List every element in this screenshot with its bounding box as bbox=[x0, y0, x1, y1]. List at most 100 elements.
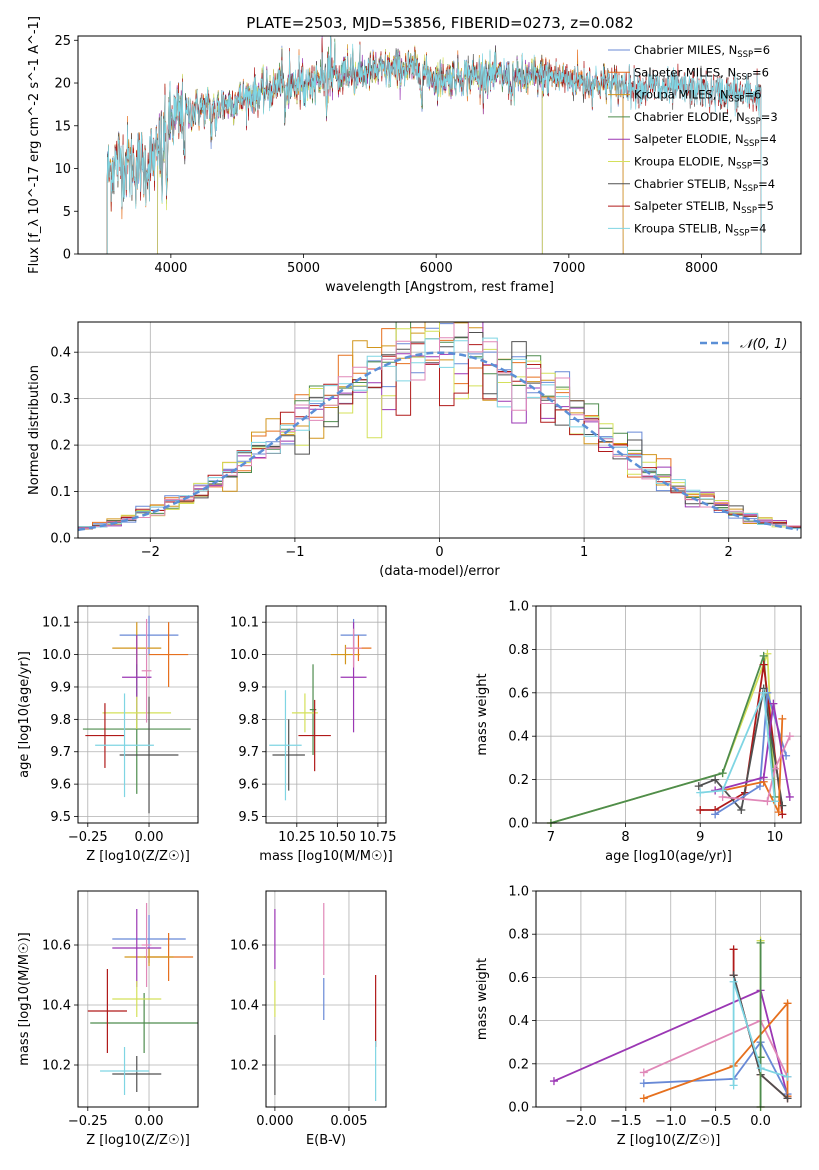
axes-frame bbox=[535, 605, 802, 824]
weight-point bbox=[783, 1072, 792, 1081]
weight-point bbox=[694, 782, 703, 791]
weight-point bbox=[769, 699, 778, 708]
y-tick-label: 5 bbox=[63, 205, 71, 220]
weight-point bbox=[729, 945, 738, 954]
weight-point bbox=[729, 1081, 738, 1090]
y-tick-label: 0.8 bbox=[508, 643, 529, 658]
y-tick-label: 9.7 bbox=[238, 745, 259, 760]
spectrum-panel: 4000 5000 6000 7000 8000 0 5 10 15 20 25 wavelength… bbox=[27, 16, 802, 295]
legend-entry: Kroupa MILES, NSSP=6 bbox=[634, 88, 761, 105]
y-tick-label: 10.1 bbox=[230, 616, 259, 631]
weight-point bbox=[759, 660, 768, 669]
y-tick-label: 0.4 bbox=[508, 730, 529, 745]
weight-point bbox=[737, 805, 746, 814]
weight-point bbox=[785, 792, 794, 801]
x-tick-label: 0.00 bbox=[135, 830, 164, 845]
histogram-series bbox=[78, 322, 801, 530]
y-tick-label: 25 bbox=[54, 34, 71, 49]
y-tick-label: 1.0 bbox=[508, 600, 529, 615]
x-tick-label: −1.0 bbox=[655, 1114, 687, 1129]
x-tick-label: 8000 bbox=[685, 261, 718, 276]
weight-series bbox=[700, 692, 776, 802]
legend-entry: Salpeter MILES, NSSP=6 bbox=[634, 65, 769, 82]
x-tick-label: 4000 bbox=[154, 261, 187, 276]
weight-point bbox=[639, 1094, 648, 1103]
x-axis-label: wavelength [Angstrom, rest frame] bbox=[325, 280, 554, 295]
x-tick-label: 10 bbox=[767, 830, 784, 845]
axes-frame bbox=[77, 35, 802, 255]
x-axis-label: mass [log10(M/M☉)] bbox=[259, 849, 392, 864]
histogram-series bbox=[78, 343, 801, 530]
weight-series bbox=[722, 718, 784, 813]
y-axis-label: mass [log10(M/M☉)] bbox=[17, 932, 32, 1065]
y-axis-label: age [log10(age/yr)] bbox=[17, 651, 32, 778]
spectrum-series bbox=[157, 36, 543, 254]
weight-point bbox=[774, 808, 783, 817]
y-tick-label: 10.4 bbox=[42, 999, 71, 1014]
x-tick-label: 2 bbox=[725, 545, 733, 560]
y-tick-label: 10.0 bbox=[42, 648, 71, 663]
x-tick-label: 8 bbox=[621, 830, 629, 845]
y-tick-label: 9.5 bbox=[50, 810, 71, 825]
weight-point bbox=[639, 1079, 648, 1088]
weight-point bbox=[711, 810, 720, 819]
x-tick-label: 0 bbox=[435, 545, 443, 560]
mass-weight-vs-metallicity-panel: −2.0 −1.5 −1.0 −0.5 0.0 0.0 0.2 0.4 0.6 0.8 1.0 Z [… bbox=[475, 885, 802, 1148]
y-tick-label: 0 bbox=[63, 248, 71, 263]
residual-histogram-panel: −2 −1 0 1 2 0.0 0.1 0.2 0.3 0.4 (data-model)/error… bbox=[27, 321, 802, 579]
y-tick-label: 10.2 bbox=[230, 1059, 259, 1074]
weight-point bbox=[756, 1064, 765, 1073]
y-tick-label: 15 bbox=[54, 119, 71, 134]
x-tick-label: −1 bbox=[285, 545, 304, 560]
weight-point bbox=[718, 769, 727, 778]
weight-series bbox=[643, 1040, 789, 1095]
y-tick-label: 9.9 bbox=[238, 680, 259, 695]
x-tick-label: −0.25 bbox=[68, 830, 108, 845]
y-tick-label: 10.4 bbox=[230, 999, 259, 1014]
y-tick-label: 10.1 bbox=[42, 616, 71, 631]
weight-point bbox=[785, 732, 794, 741]
x-tick-label: 0.000 bbox=[256, 1114, 293, 1129]
y-tick-label: 0.4 bbox=[50, 346, 71, 361]
x-tick-label: −0.25 bbox=[68, 1114, 108, 1129]
x-tick-label: −0.5 bbox=[700, 1114, 732, 1129]
x-tick-label: 0.0 bbox=[750, 1114, 771, 1129]
x-tick-label: 5000 bbox=[287, 261, 320, 276]
weight-point bbox=[763, 797, 772, 806]
y-tick-label: 0.6 bbox=[508, 971, 529, 986]
y-tick-label: 0.0 bbox=[508, 817, 529, 832]
x-tick-label: 0.00 bbox=[135, 1114, 164, 1129]
y-tick-label: 10.6 bbox=[42, 939, 71, 954]
y-tick-label: 9.8 bbox=[238, 713, 259, 728]
axes-frame bbox=[77, 605, 199, 824]
y-tick-label: 0.2 bbox=[508, 773, 529, 788]
mass-vs-metallicity-panel: −0.25 0.00 10.2 10.4 10.6 Z [log10(Z/Z☉)] mass… bbox=[17, 890, 199, 1148]
y-tick-label: 0.1 bbox=[50, 485, 71, 500]
x-axis-label: age [log10(age/yr)] bbox=[605, 849, 732, 864]
x-tick-label: 1 bbox=[580, 545, 588, 560]
weight-series bbox=[722, 735, 791, 803]
weight-series bbox=[732, 981, 788, 1086]
y-tick-label: 1.0 bbox=[508, 885, 529, 900]
plot-layer: 4000 5000 6000 7000 80000510152025wavelength… bbox=[17, 16, 802, 1148]
y-tick-label: 0.2 bbox=[508, 1057, 529, 1072]
gaussian-curve bbox=[77, 351, 799, 532]
weight-point bbox=[778, 714, 787, 723]
x-axis-label: Z [log10(Z/Z☉)] bbox=[617, 1133, 721, 1148]
weight-point bbox=[639, 1068, 648, 1077]
x-tick-label: −1.5 bbox=[610, 1114, 642, 1129]
y-tick-label: 10.0 bbox=[230, 648, 259, 663]
y-tick-label: 9.5 bbox=[238, 810, 259, 825]
legend-entry: Chabrier STELIB, NSSP=4 bbox=[634, 177, 775, 194]
legend-gaussian-label: 𝒩(0, 1) bbox=[740, 337, 787, 352]
age-vs-mass-panel: 10.25 10.50 10.75 9.5 9.6 9.7 9.8 9.9 10.0 10.1 ma… bbox=[230, 605, 397, 864]
weight-point bbox=[759, 651, 768, 660]
age-vs-metallicity-panel: −0.25 0.00 9.5 9.6 9.7 9.8 9.9 10.0 10.1 Z [log10… bbox=[17, 605, 199, 864]
y-tick-label: 10.2 bbox=[42, 1059, 71, 1074]
x-tick-label: −2 bbox=[141, 545, 160, 560]
y-axis-label: mass weight bbox=[475, 958, 490, 1040]
legend-entry: Kroupa STELIB, NSSP=4 bbox=[634, 221, 766, 238]
weight-point bbox=[696, 805, 705, 814]
histogram-series bbox=[78, 322, 801, 529]
